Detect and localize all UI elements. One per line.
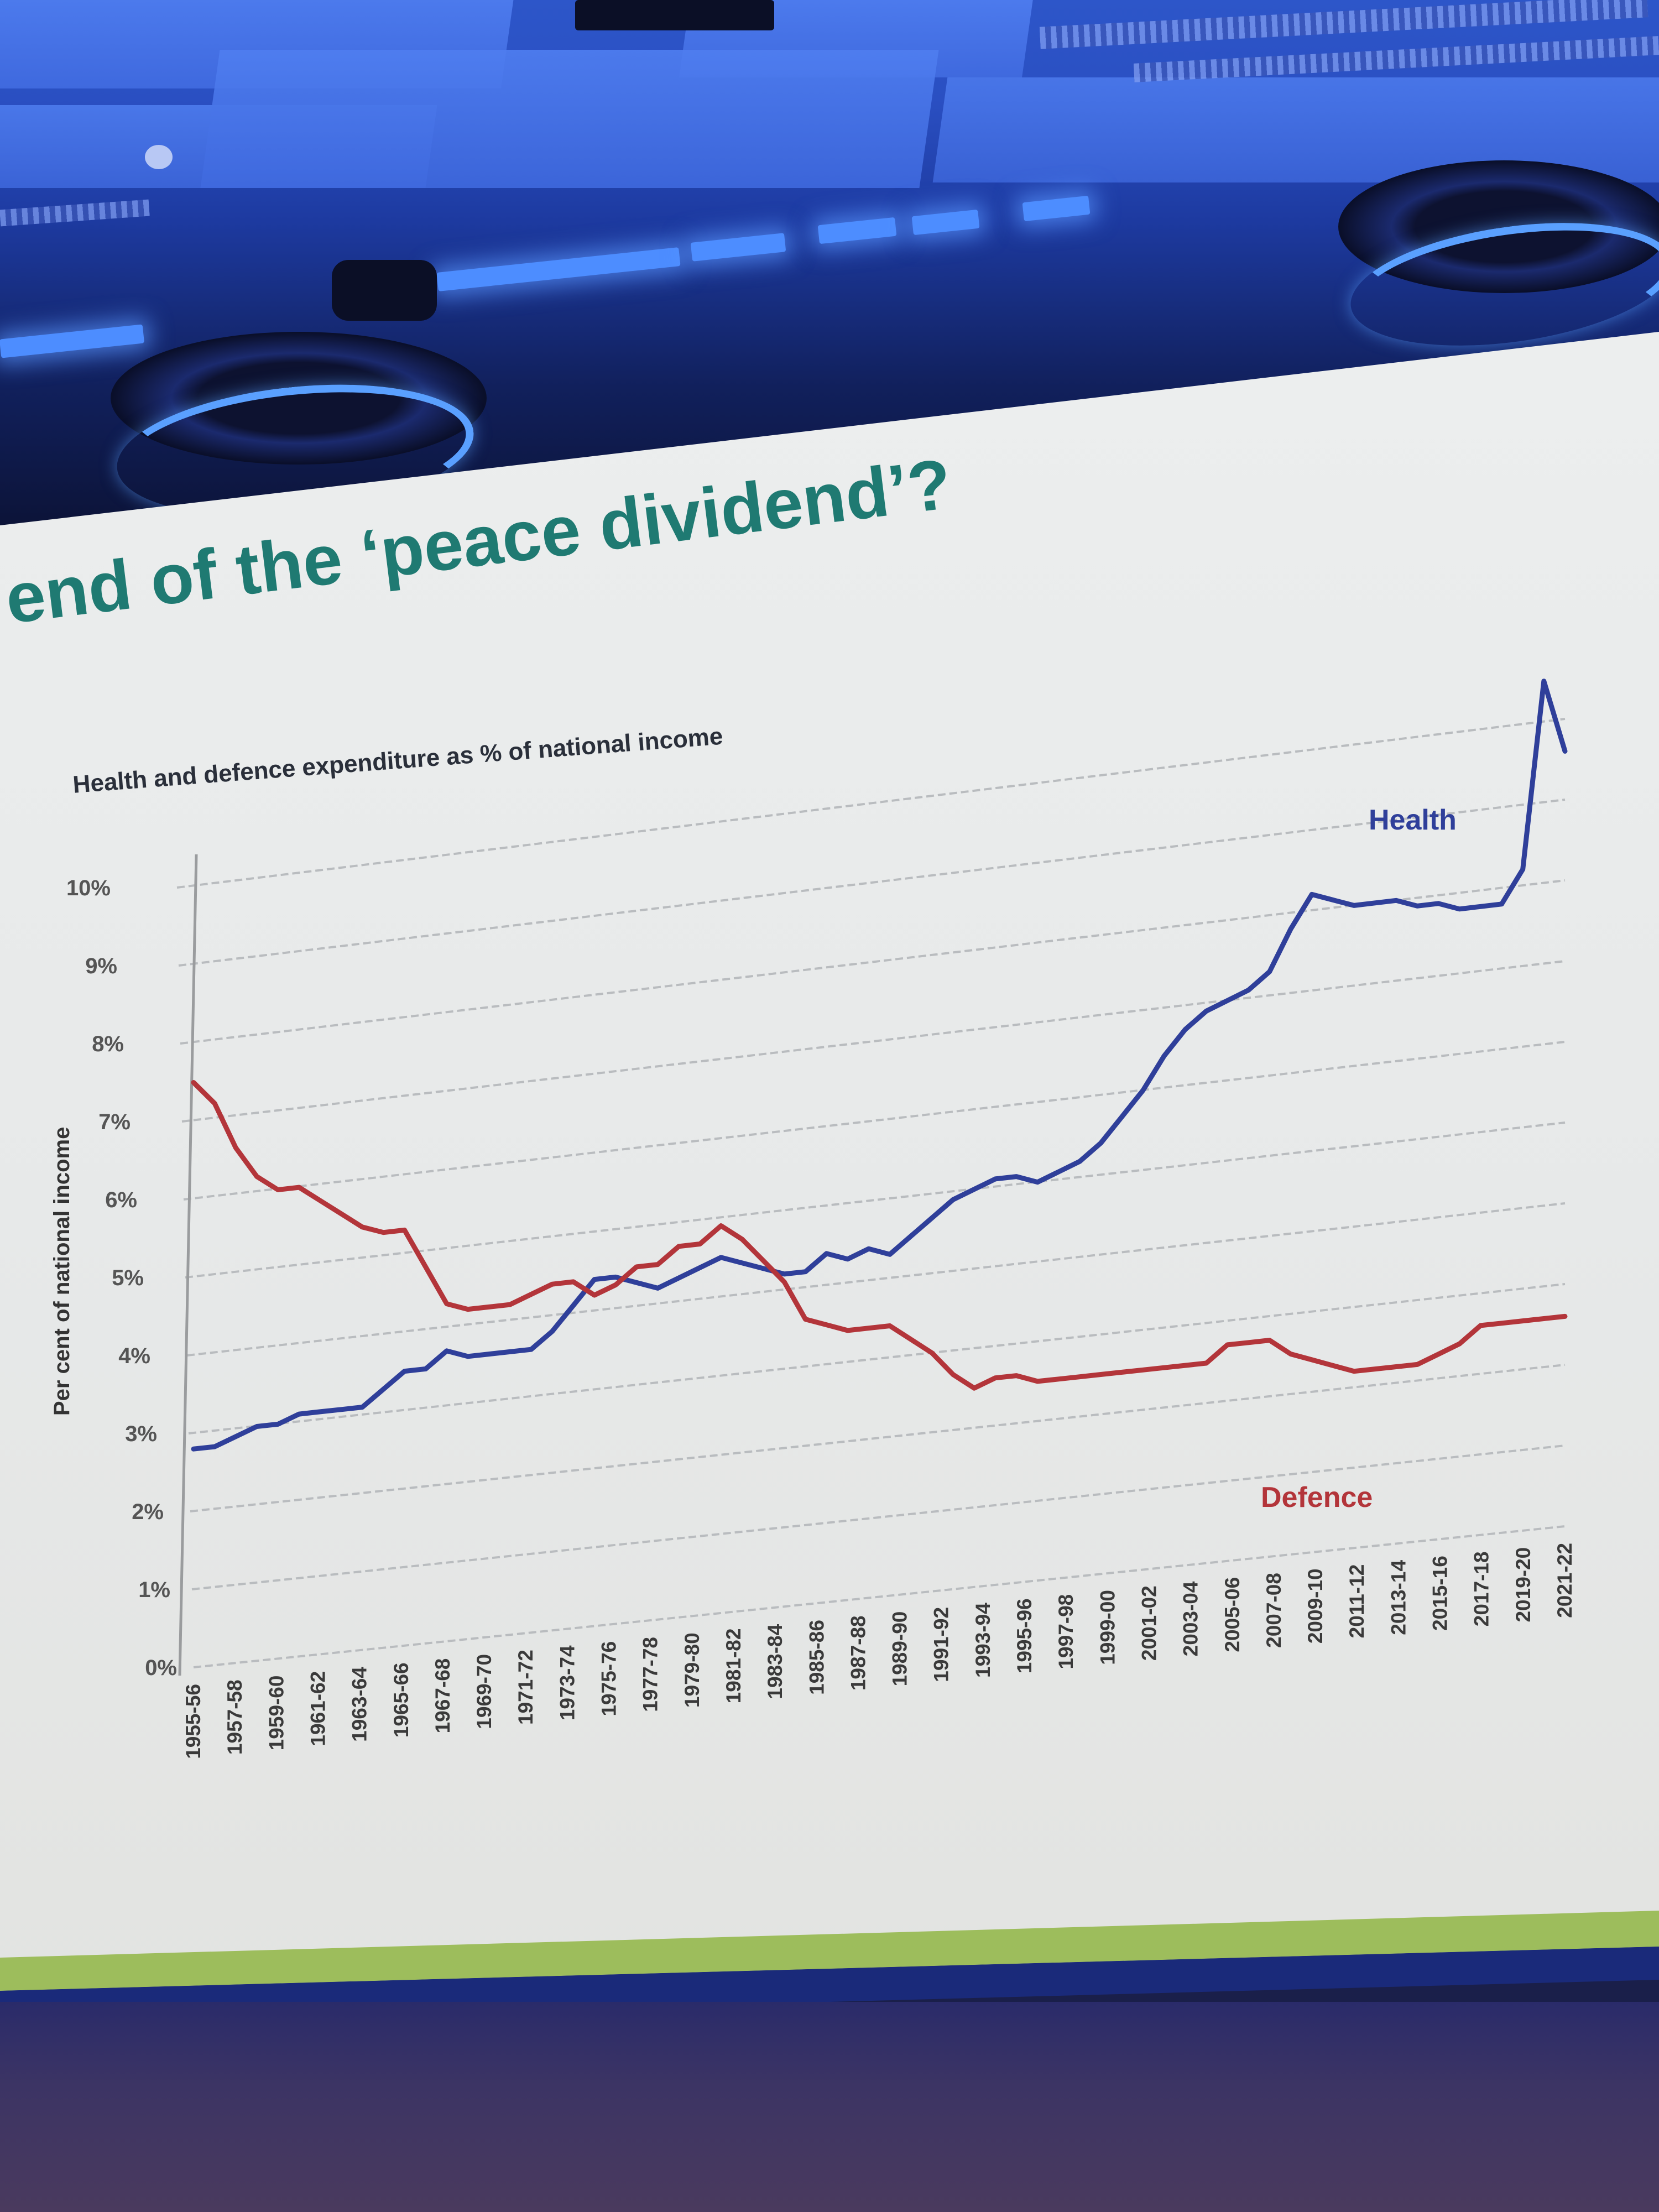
- health-series-label: Health: [1369, 804, 1457, 836]
- x-tick-label: 1975-76: [598, 1641, 620, 1717]
- x-tick-label: 2021-22: [1553, 1543, 1576, 1618]
- x-tick-label: 1971-72: [514, 1650, 537, 1725]
- defence-series-label: Defence: [1261, 1481, 1373, 1514]
- x-tick-label: 1963-64: [348, 1667, 371, 1742]
- gridline: [180, 879, 1566, 1045]
- x-tick-label: 1977-78: [639, 1637, 662, 1712]
- x-tick-label: 2009-10: [1304, 1568, 1327, 1644]
- gridline: [188, 1283, 1566, 1434]
- x-tick-label: 2007-08: [1262, 1573, 1285, 1648]
- x-tick-label: 1965-66: [390, 1662, 413, 1738]
- ceiling-speaker: [1338, 160, 1659, 293]
- gridline: [185, 1121, 1566, 1279]
- y-tick-label: 10%: [66, 876, 111, 900]
- y-tick-label: 2%: [132, 1500, 164, 1524]
- gridline: [186, 1202, 1566, 1357]
- chart-gridlines: [176, 718, 1566, 1668]
- x-tick-label: 1993-94: [972, 1603, 994, 1678]
- x-tick-label: 1987-88: [847, 1615, 869, 1691]
- y-tick-label: 9%: [85, 954, 117, 978]
- x-tick-label: 1957-58: [223, 1679, 246, 1755]
- y-tick-label: 8%: [92, 1032, 124, 1056]
- y-tick-label: 6%: [105, 1188, 137, 1212]
- x-tick-label: 1981-82: [722, 1629, 745, 1704]
- x-tick-label: 2001-02: [1138, 1585, 1160, 1661]
- y-axis-ticks: 0% 1% 2% 3% 4% 5% 6% 7% 8% 9% 10%: [66, 876, 177, 1680]
- x-tick-label: 2013-14: [1387, 1559, 1410, 1635]
- x-tick-label: 2005-06: [1221, 1577, 1244, 1652]
- gridline: [178, 799, 1566, 967]
- y-tick-label: 0%: [145, 1656, 177, 1680]
- x-tick-label: 1999-00: [1096, 1590, 1119, 1665]
- room-floor: [0, 2002, 1659, 2212]
- y-tick-label: 5%: [112, 1266, 144, 1290]
- x-tick-label: 1979-80: [681, 1632, 703, 1708]
- gridline: [193, 1525, 1566, 1668]
- gridline: [176, 718, 1566, 889]
- x-tick-label: 1989-90: [889, 1611, 911, 1687]
- y-axis-line: [178, 854, 198, 1676]
- ceiling-speaker: [111, 332, 487, 465]
- x-tick-label: 1983-84: [764, 1624, 786, 1699]
- projector-bracket: [575, 0, 774, 30]
- x-tick-label: 1991-92: [930, 1607, 953, 1682]
- ceiling-mount: [332, 260, 437, 321]
- x-tick-label: 1985-86: [805, 1620, 828, 1695]
- x-tick-label: 2015-16: [1429, 1556, 1452, 1631]
- ceiling-sensor: [145, 145, 173, 169]
- x-tick-label: 2019-20: [1512, 1547, 1535, 1623]
- y-tick-label: 3%: [125, 1422, 157, 1446]
- gridline: [190, 1364, 1566, 1512]
- y-tick-label: 7%: [98, 1110, 131, 1134]
- y-tick-label: 4%: [118, 1344, 150, 1368]
- x-tick-label: 1955-56: [182, 1684, 205, 1759]
- x-tick-label: 1961-62: [306, 1671, 329, 1746]
- gridline: [181, 960, 1566, 1123]
- x-tick-label: 1995-96: [1013, 1598, 1036, 1673]
- chart-series: [191, 679, 1568, 1452]
- x-tick-label: 1969-70: [473, 1654, 495, 1729]
- x-tick-label: 1967-68: [431, 1658, 454, 1734]
- defence-series-line: [191, 1080, 1568, 1391]
- health-series-line: [191, 679, 1568, 1452]
- y-tick-label: 1%: [138, 1578, 170, 1602]
- gridline: [191, 1444, 1566, 1590]
- x-tick-label: 2003-04: [1180, 1581, 1202, 1656]
- x-tick-label: 1997-98: [1055, 1594, 1077, 1670]
- x-tick-label: 1973-74: [556, 1645, 578, 1720]
- gridline: [183, 1041, 1566, 1201]
- x-tick-label: 1959-60: [265, 1676, 288, 1751]
- x-axis-ticks: 1955-56 1957-58 1959-60 1961-62 1963-64 1965-…: [182, 1543, 1576, 1759]
- x-tick-label: 2011-12: [1345, 1564, 1368, 1639]
- x-tick-label: 2017-18: [1470, 1551, 1493, 1626]
